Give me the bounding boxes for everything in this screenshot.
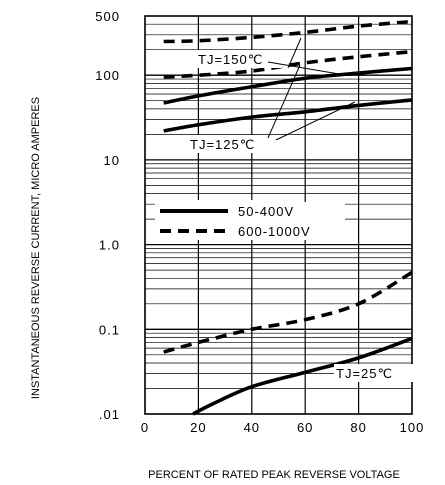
tick-labels: 0 20 40 60 80 100 .01 0.1 1.0 10 100 500	[95, 9, 425, 435]
annotation-tj-125: TJ=125℃	[190, 137, 255, 152]
y-tick-label: 100	[95, 68, 120, 83]
legend: 50-400V 600-1000V	[155, 200, 345, 240]
annotation-arrow-150-a	[267, 61, 346, 76]
plot-frame	[144, 15, 413, 415]
annotation-tj-25: TJ=25℃	[336, 366, 393, 381]
y-tick-label: 500	[95, 9, 120, 24]
series-line-150C-dashed	[163, 19, 413, 44]
chart-grid	[145, 16, 412, 414]
y-axis-label: INSTANTANEOUS REVERSE CURRENT, MICRO AMP…	[30, 97, 42, 399]
legend-label-600-1000v: 600-1000V	[238, 224, 311, 239]
y-tick-label: 10	[104, 153, 120, 168]
y-tick-label: 0.1	[99, 322, 120, 337]
annotation-arrow-125-b	[275, 101, 356, 141]
annotations: TJ=150℃ TJ=125℃ TJ=25℃	[188, 37, 414, 382]
x-tick-label: 60	[297, 420, 313, 435]
annotation-arrow-125-a	[267, 64, 301, 139]
y-tick-label: 1.0	[99, 238, 120, 253]
x-tick-label: 80	[350, 420, 366, 435]
annotation-arrow-150-b	[287, 37, 302, 69]
x-tick-label: 20	[190, 420, 206, 435]
series-line-125C-solid	[163, 98, 413, 133]
series-line-150C-solid	[163, 66, 413, 105]
y-tick-label: .01	[99, 407, 120, 422]
annotation-tj-150: TJ=150℃	[198, 52, 263, 67]
series-line-25C-dashed	[163, 270, 413, 354]
series-line-25C-solid	[192, 336, 413, 416]
x-axis-label: PERCENT OF RATED PEAK REVERSE VOLTAGE	[148, 469, 400, 481]
x-tick-label: 40	[244, 420, 260, 435]
x-tick-label: 0	[141, 420, 149, 435]
legend-label-50-400v: 50-400V	[238, 204, 294, 219]
x-tick-label: 100	[400, 420, 425, 435]
